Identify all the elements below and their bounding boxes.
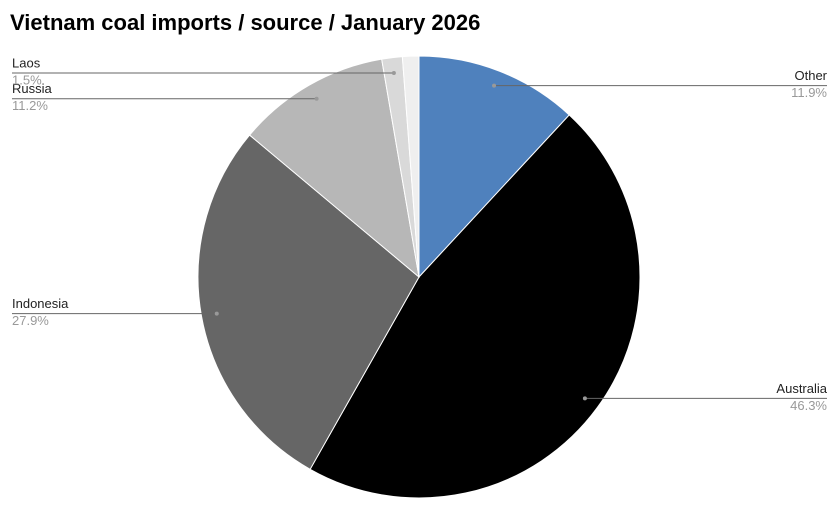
slice-value-label: 46.3% bbox=[790, 398, 827, 413]
pie-slice bbox=[197, 134, 420, 470]
leader-dot bbox=[582, 396, 587, 401]
slice-label: Other bbox=[794, 68, 827, 83]
slice-label: Russia bbox=[12, 81, 53, 96]
slice-value-label: 11.2% bbox=[12, 98, 48, 113]
chart-title: Vietnam coal imports / source / January … bbox=[10, 10, 480, 35]
leader-dot bbox=[391, 71, 396, 76]
pie-slice bbox=[401, 55, 420, 278]
slice-label: Laos bbox=[12, 55, 41, 70]
leader-dot bbox=[314, 96, 319, 101]
slice-value-label: 1.5% bbox=[12, 72, 42, 87]
pie-slice bbox=[309, 114, 641, 499]
slice-label: Indonesia bbox=[12, 296, 69, 311]
slice-value-label: 11.9% bbox=[791, 85, 827, 100]
pie-slice bbox=[248, 58, 420, 279]
slice-value-label: 27.9% bbox=[12, 313, 49, 328]
leader-dot bbox=[214, 311, 219, 316]
pie-slice bbox=[418, 55, 570, 279]
leader-dot bbox=[492, 83, 497, 88]
slice-label: Australia bbox=[776, 381, 827, 396]
